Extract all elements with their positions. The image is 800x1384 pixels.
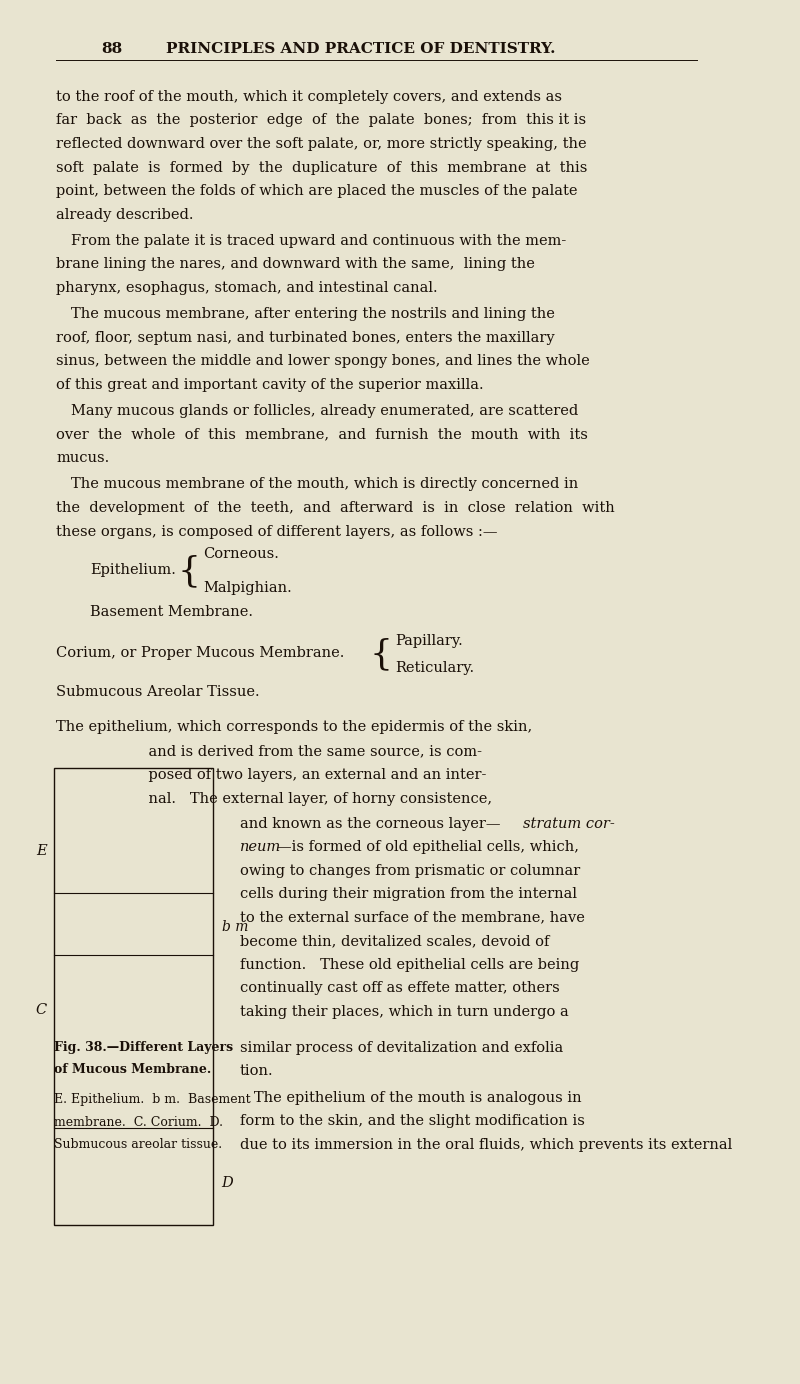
Text: form to the skin, and the slight modification is: form to the skin, and the slight modific… bbox=[240, 1114, 585, 1128]
Text: Epithelium.: Epithelium. bbox=[90, 563, 176, 577]
Text: point, between the folds of which are placed the muscles of the palate: point, between the folds of which are pl… bbox=[56, 184, 578, 198]
Text: of this great and important cavity of the superior maxilla.: of this great and important cavity of th… bbox=[56, 378, 484, 392]
Text: Many mucous glands or follicles, already enumerated, are scattered: Many mucous glands or follicles, already… bbox=[70, 404, 578, 418]
Text: reflected downward over the soft palate, or, more strictly speaking, the: reflected downward over the soft palate,… bbox=[56, 137, 587, 151]
Text: become thin, devitalized scales, devoid of: become thin, devitalized scales, devoid … bbox=[240, 934, 549, 948]
Text: Corneous.: Corneous. bbox=[203, 547, 279, 561]
Text: far  back  as  the  posterior  edge  of  the  palate  bones;  from  this it is: far back as the posterior edge of the pa… bbox=[56, 113, 586, 127]
Text: mucus.: mucus. bbox=[56, 451, 110, 465]
Text: owing to changes from prismatic or columnar: owing to changes from prismatic or colum… bbox=[240, 864, 580, 877]
Text: From the palate it is traced upward and continuous with the mem-: From the palate it is traced upward and … bbox=[70, 234, 566, 248]
Text: soft  palate  is  formed  by  the  duplicature  of  this  membrane  at  this: soft palate is formed by the duplicature… bbox=[56, 161, 588, 174]
Text: and known as the corneous layer—: and known as the corneous layer— bbox=[240, 817, 500, 830]
Text: PRINCIPLES AND PRACTICE OF DENTISTRY.: PRINCIPLES AND PRACTICE OF DENTISTRY. bbox=[166, 42, 556, 55]
Text: b m: b m bbox=[222, 920, 248, 934]
Text: similar process of devitalization and exfolia: similar process of devitalization and ex… bbox=[240, 1041, 563, 1055]
Text: of Mucous Membrane.: of Mucous Membrane. bbox=[54, 1063, 211, 1075]
Text: nal.   The external layer, of horny consistence,: nal. The external layer, of horny consis… bbox=[56, 792, 493, 805]
Text: stratum cor-: stratum cor- bbox=[523, 817, 615, 830]
Text: Fig. 38.—Different Layers: Fig. 38.—Different Layers bbox=[54, 1041, 234, 1053]
Text: Basement Membrane.: Basement Membrane. bbox=[90, 605, 254, 619]
Text: the  development  of  the  teeth,  and  afterward  is  in  close  relation  with: the development of the teeth, and afterw… bbox=[56, 501, 615, 515]
Text: taking their places, which in turn undergo a: taking their places, which in turn under… bbox=[240, 1005, 569, 1019]
Text: C: C bbox=[36, 1003, 47, 1017]
Text: {: { bbox=[178, 554, 201, 588]
Text: and is derived from the same source, is com-: and is derived from the same source, is … bbox=[56, 745, 482, 758]
Text: due to its immersion in the oral fluids, which prevents its external: due to its immersion in the oral fluids,… bbox=[240, 1138, 732, 1151]
Text: function.   These old epithelial cells are being: function. These old epithelial cells are… bbox=[240, 958, 579, 972]
Text: 88: 88 bbox=[101, 42, 122, 55]
Text: to the external surface of the membrane, have: to the external surface of the membrane,… bbox=[240, 911, 585, 925]
Text: membrane.  C. Corium.  D.: membrane. C. Corium. D. bbox=[54, 1116, 223, 1128]
Text: The epithelium, which corresponds to the epidermis of the skin,: The epithelium, which corresponds to the… bbox=[56, 720, 533, 734]
Text: cells during their migration from the internal: cells during their migration from the in… bbox=[240, 887, 577, 901]
Text: Papillary.: Papillary. bbox=[396, 634, 463, 648]
Text: tion.: tion. bbox=[240, 1064, 274, 1078]
Text: posed of two layers, an external and an inter-: posed of two layers, an external and an … bbox=[56, 768, 486, 782]
Text: —is formed of old epithelial cells, which,: —is formed of old epithelial cells, whic… bbox=[278, 840, 579, 854]
Text: brane lining the nares, and downward with the same,  lining the: brane lining the nares, and downward wit… bbox=[56, 257, 535, 271]
Text: roof, floor, septum nasi, and turbinated bones, enters the maxillary: roof, floor, septum nasi, and turbinated… bbox=[56, 331, 555, 345]
Text: to the roof of the mouth, which it completely covers, and extends as: to the roof of the mouth, which it compl… bbox=[56, 90, 562, 104]
Text: neum: neum bbox=[240, 840, 281, 854]
Text: sinus, between the middle and lower spongy bones, and lines the whole: sinus, between the middle and lower spon… bbox=[56, 354, 590, 368]
Text: continually cast off as effete matter, others: continually cast off as effete matter, o… bbox=[240, 981, 559, 995]
Text: Malpighian.: Malpighian. bbox=[203, 581, 292, 595]
Text: over  the  whole  of  this  membrane,  and  furnish  the  mouth  with  its: over the whole of this membrane, and fur… bbox=[56, 428, 588, 441]
Text: D: D bbox=[222, 1176, 234, 1190]
Text: these organs, is composed of different layers, as follows :—: these organs, is composed of different l… bbox=[56, 525, 498, 538]
Text: Submucous areolar tissue.: Submucous areolar tissue. bbox=[54, 1138, 222, 1150]
Text: {: { bbox=[370, 638, 393, 671]
Text: The mucous membrane, after entering the nostrils and lining the: The mucous membrane, after entering the … bbox=[70, 307, 554, 321]
Text: E. Epithelium.  b m.  Basement: E. Epithelium. b m. Basement bbox=[54, 1093, 250, 1106]
Text: Submucous Areolar Tissue.: Submucous Areolar Tissue. bbox=[56, 685, 260, 699]
Text: Corium, or Proper Mucous Membrane.: Corium, or Proper Mucous Membrane. bbox=[56, 646, 345, 660]
Bar bbox=[54, 768, 213, 1225]
Text: The epithelium of the mouth is analogous in: The epithelium of the mouth is analogous… bbox=[240, 1091, 582, 1104]
Text: The mucous membrane of the mouth, which is directly concerned in: The mucous membrane of the mouth, which … bbox=[70, 477, 578, 491]
Text: pharynx, esophagus, stomach, and intestinal canal.: pharynx, esophagus, stomach, and intesti… bbox=[56, 281, 438, 295]
Text: E: E bbox=[36, 844, 47, 858]
Text: already described.: already described. bbox=[56, 208, 194, 221]
Text: Reticulary.: Reticulary. bbox=[396, 662, 474, 675]
